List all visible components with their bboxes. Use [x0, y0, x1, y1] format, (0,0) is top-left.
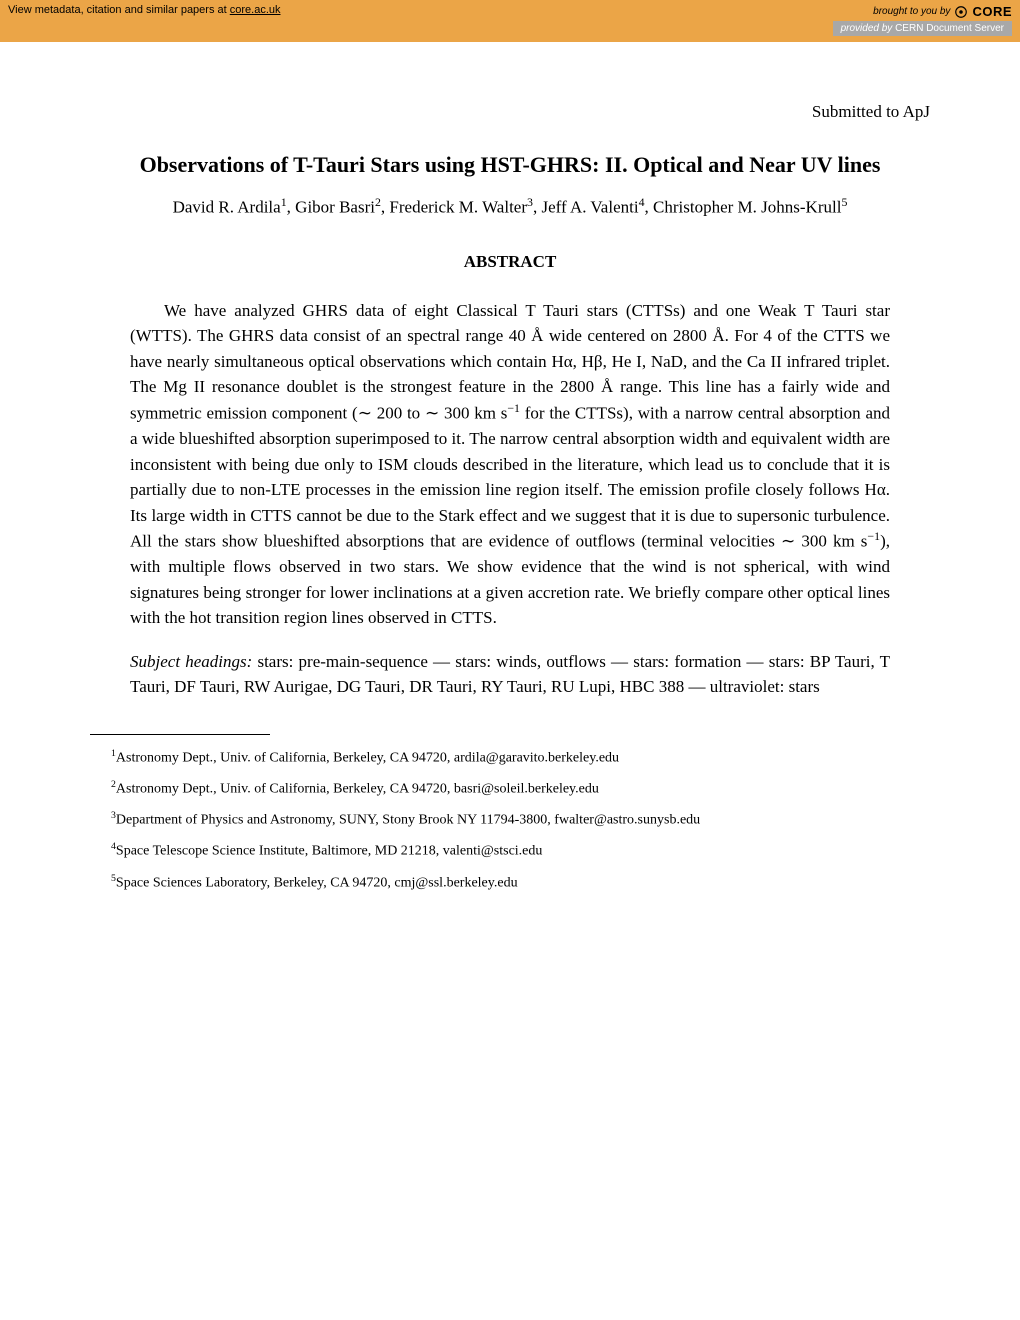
brought-by-row: brought to you by CORE [873, 4, 1012, 19]
footnote-4: 4Space Telescope Science Institute, Balt… [90, 838, 930, 865]
banner-right: brought to you by CORE provided by CERN … [833, 4, 1012, 36]
provided-by-bar: provided by CERN Document Server [833, 21, 1012, 36]
core-logo-text: CORE [972, 4, 1012, 19]
metadata-banner: View metadata, citation and similar pape… [0, 0, 1020, 42]
provided-prefix: provided by [841, 23, 895, 34]
banner-prefix: View metadata, citation and similar pape… [8, 4, 230, 16]
footnotes-block: 1Astronomy Dept., Univ. of California, B… [90, 745, 930, 897]
page-content: Submitted to ApJ Observations of T-Tauri… [0, 42, 1020, 941]
footnote-3: 3Department of Physics and Astronomy, SU… [90, 807, 930, 834]
brought-by-text: brought to you by [873, 6, 950, 17]
footnote-1: 1Astronomy Dept., Univ. of California, B… [90, 745, 930, 772]
core-link[interactable]: core.ac.uk [230, 4, 281, 16]
submitted-line: Submitted to ApJ [90, 102, 930, 122]
paper-title: Observations of T-Tauri Stars using HST-… [90, 150, 930, 180]
authors-line: David R. Ardila1, Gibor Basri2, Frederic… [90, 194, 930, 220]
provided-source: CERN Document Server [895, 23, 1004, 34]
abstract-heading: ABSTRACT [90, 252, 930, 272]
subject-headings: Subject headings: stars: pre-main-sequen… [130, 649, 890, 700]
footnote-5: 5Space Sciences Laboratory, Berkeley, CA… [90, 870, 930, 897]
abstract-text: We have analyzed GHRS data of eight Clas… [130, 298, 890, 631]
footnote-2: 2Astronomy Dept., Univ. of California, B… [90, 776, 930, 803]
subject-label: Subject headings: [130, 652, 252, 671]
footnote-rule [90, 734, 270, 735]
banner-left-text: View metadata, citation and similar pape… [8, 4, 281, 16]
core-icon [954, 5, 968, 19]
